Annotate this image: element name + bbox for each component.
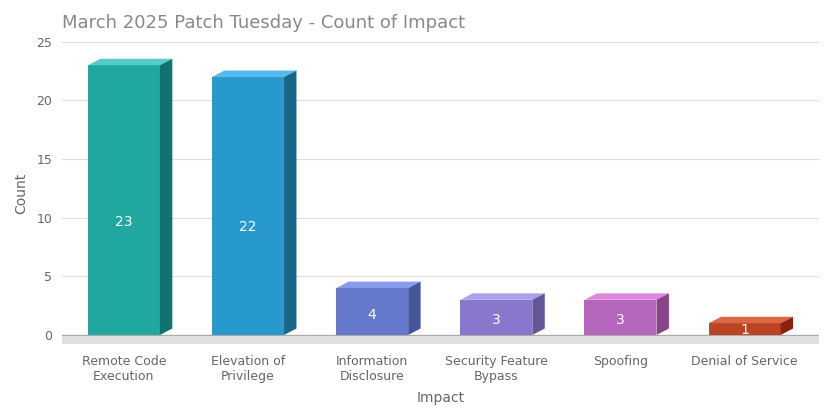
Polygon shape bbox=[709, 317, 793, 323]
Text: 3: 3 bbox=[492, 313, 501, 327]
Bar bbox=[212, 77, 284, 335]
Bar bbox=[88, 65, 160, 335]
Bar bbox=[337, 288, 408, 335]
Text: 3: 3 bbox=[616, 313, 625, 327]
Polygon shape bbox=[284, 70, 297, 335]
Bar bbox=[461, 300, 532, 335]
Bar bbox=[709, 323, 781, 335]
Text: 23: 23 bbox=[115, 215, 132, 229]
Polygon shape bbox=[532, 293, 545, 335]
Bar bbox=[585, 300, 656, 335]
Y-axis label: Count: Count bbox=[14, 173, 27, 214]
Polygon shape bbox=[656, 293, 669, 335]
Polygon shape bbox=[88, 59, 172, 65]
Polygon shape bbox=[585, 293, 669, 300]
Polygon shape bbox=[781, 317, 793, 335]
Polygon shape bbox=[337, 282, 421, 288]
Polygon shape bbox=[461, 293, 545, 300]
Text: 4: 4 bbox=[368, 308, 377, 322]
Text: March 2025 Patch Tuesday - Count of Impact: March 2025 Patch Tuesday - Count of Impa… bbox=[62, 14, 465, 32]
Polygon shape bbox=[160, 59, 172, 335]
Text: 22: 22 bbox=[239, 220, 257, 234]
X-axis label: Impact: Impact bbox=[416, 391, 465, 405]
Polygon shape bbox=[408, 282, 421, 335]
Bar bbox=[62, 335, 819, 344]
Text: 1: 1 bbox=[741, 323, 749, 337]
Polygon shape bbox=[212, 70, 297, 77]
